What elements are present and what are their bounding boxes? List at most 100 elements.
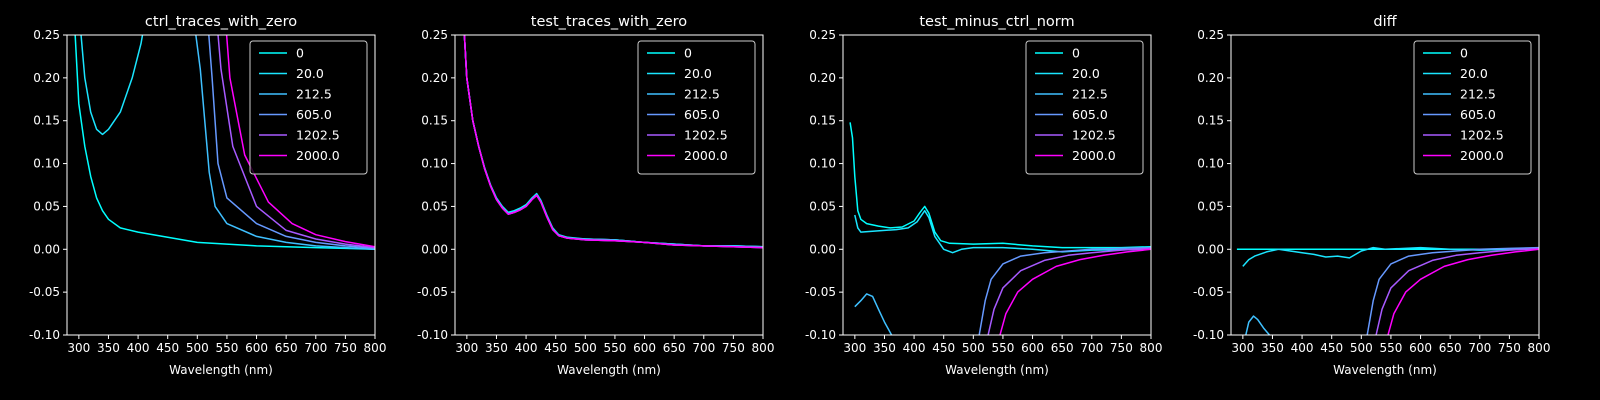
x-tick-label: 800 (1140, 341, 1163, 355)
x-tick-label: 550 (603, 341, 626, 355)
series-line-2000.0 (1387, 248, 1539, 335)
x-tick-label: 600 (1021, 341, 1044, 355)
x-tick-label: 800 (752, 341, 775, 355)
x-tick-label: 300 (1231, 341, 1254, 355)
x-tick-label: 300 (843, 341, 866, 355)
series-line-212.5 (854, 293, 893, 335)
x-tick-label: 450 (1320, 341, 1343, 355)
x-tick-label: 350 (97, 341, 120, 355)
x-tick-label: 350 (485, 341, 508, 355)
legend-label: 212.5 (296, 87, 332, 102)
x-tick-label: 350 (873, 341, 896, 355)
axes-frame (1230, 34, 1540, 336)
x-tick-label: 450 (932, 341, 955, 355)
chart-panel-1: 300 350 400 450 500 550 600 650 700 750 800 -0.10 -0… (29, 14, 387, 377)
y-tick-label: -0.10 (417, 328, 448, 342)
chart-title: ctrl_traces_with_zero (145, 14, 297, 30)
chart-title: test_minus_ctrl_norm (919, 14, 1074, 30)
series-line-0 (849, 122, 1151, 249)
legend-label: 1202.5 (1460, 128, 1504, 143)
series-line-1202.5 (1375, 247, 1539, 335)
y-tick-label: 0.10 (1197, 157, 1224, 171)
chart-title: diff (1373, 14, 1397, 30)
x-tick-label: 400 (903, 341, 926, 355)
x-tick-label: 700 (1080, 341, 1103, 355)
y-tick-label: 0.05 (33, 199, 60, 213)
y-tick-label: 0.10 (421, 157, 448, 171)
axes-frame (842, 34, 1152, 336)
x-axis-label: Wavelength (nm) (1333, 363, 1437, 377)
chart-panel-2: 300 350 400 450 500 550 600 650 700 750 800 -0.10 -0… (417, 14, 775, 377)
legend-label: 2000.0 (1460, 148, 1504, 163)
x-tick-label: 700 (692, 341, 715, 355)
y-tick-label: -0.10 (805, 328, 836, 342)
legend-label: 605.0 (296, 107, 332, 122)
y-tick-label: 0.00 (809, 242, 836, 256)
x-tick-label: 650 (663, 341, 686, 355)
series-line-1202.5 (217, 35, 375, 249)
series-line-212.5 (195, 35, 375, 251)
x-axis-label: Wavelength (nm) (557, 363, 661, 377)
axes-frame (454, 34, 764, 336)
y-tick-label: 0.15 (1197, 114, 1224, 128)
y-tick-label: 0.15 (809, 114, 836, 128)
y-tick-label: 0.05 (421, 199, 448, 213)
x-tick-label: 450 (544, 341, 567, 355)
series-line-605.0 (1366, 246, 1539, 335)
series-line-20.0 (1242, 246, 1539, 267)
x-axis-label: Wavelength (nm) (169, 363, 273, 377)
legend-label: 20.0 (1460, 66, 1488, 81)
x-tick-label: 750 (1498, 341, 1521, 355)
x-tick-label: 500 (1350, 341, 1373, 355)
legend-label: 2000.0 (684, 148, 728, 163)
legend: 0 20.0 212.5 605.0 1202.5 2000.0 (1025, 40, 1144, 175)
series-line-605.0 (208, 35, 375, 250)
legend-label: 1202.5 (296, 128, 340, 143)
series-line-2000.0 (225, 35, 375, 248)
legend-label: 0 (1072, 46, 1080, 61)
x-tick-label: 500 (962, 341, 985, 355)
y-tick-label: 0.20 (1197, 71, 1224, 85)
chart-title: test_traces_with_zero (531, 14, 688, 30)
x-tick-label: 800 (364, 341, 387, 355)
x-tick-label: 450 (156, 341, 179, 355)
legend-label: 605.0 (1460, 107, 1496, 122)
chart-panel-4: 300 350 400 450 500 550 600 650 700 750 800 -0.10 -0… (1193, 14, 1551, 377)
y-tick-label: -0.05 (29, 285, 60, 299)
x-tick-label: 600 (633, 341, 656, 355)
series-group (74, 35, 375, 251)
x-tick-label: 700 (1468, 341, 1491, 355)
y-tick-label: 0.10 (809, 157, 836, 171)
x-tick-label: 350 (1261, 341, 1284, 355)
x-tick-label: 550 (1379, 341, 1402, 355)
y-tick-label: 0.15 (33, 114, 60, 128)
y-tick-label: 0.25 (1197, 28, 1224, 42)
legend-label: 212.5 (684, 87, 720, 102)
x-tick-label: 800 (1528, 341, 1551, 355)
legend-label: 212.5 (1460, 87, 1496, 102)
y-tick-label: 0.15 (421, 114, 448, 128)
legend-label: 212.5 (1072, 87, 1108, 102)
y-tick-label: 0.00 (33, 242, 60, 256)
x-tick-label: 750 (1110, 341, 1133, 355)
legend-label: 20.0 (296, 66, 324, 81)
legend-label: 605.0 (684, 107, 720, 122)
legend-label: 0 (684, 46, 692, 61)
legend-label: 2000.0 (296, 148, 340, 163)
series-group (463, 35, 763, 249)
y-tick-label: 0.25 (33, 28, 60, 42)
legend: 0 20.0 212.5 605.0 1202.5 2000.0 (249, 40, 368, 175)
legend-label: 20.0 (684, 66, 712, 81)
series-group (1236, 246, 1539, 335)
series-line-2000.0 (463, 35, 763, 249)
x-tick-label: 400 (127, 341, 150, 355)
x-tick-label: 400 (515, 341, 538, 355)
legend-label: 1202.5 (684, 128, 728, 143)
x-tick-label: 400 (1291, 341, 1314, 355)
x-tick-label: 600 (1409, 341, 1432, 355)
x-axis-label: Wavelength (nm) (945, 363, 1049, 377)
y-tick-label: 0.20 (33, 71, 60, 85)
series-line-0 (74, 35, 375, 251)
